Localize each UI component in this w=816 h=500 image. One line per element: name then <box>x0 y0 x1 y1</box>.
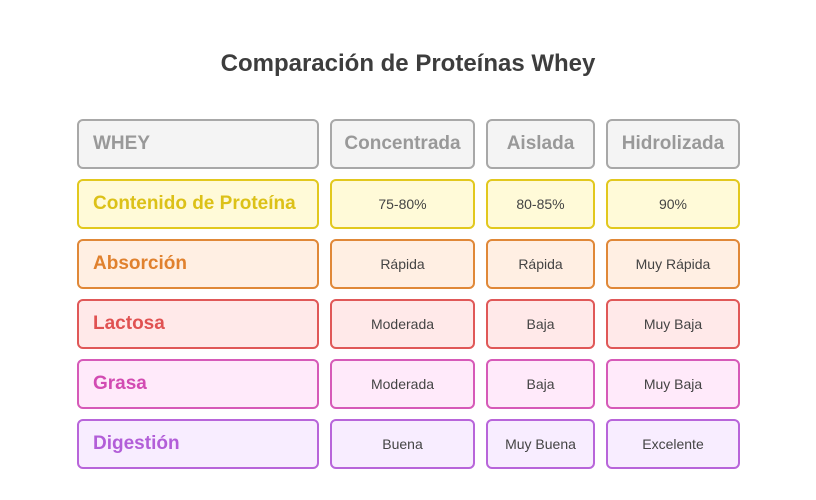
header-aislada-cell: Aislada <box>486 119 595 169</box>
value-hidrolizada-contenido-de-proteina: 90% <box>606 179 740 229</box>
value-concentrada-digestion: Buena <box>330 419 475 469</box>
header-label-cell: WHEY <box>77 119 319 169</box>
value-concentrada-absorcion: Rápida <box>330 239 475 289</box>
value-aislada-digestion: Muy Buena <box>486 419 595 469</box>
value-hidrolizada-absorcion: Muy Rápida <box>606 239 740 289</box>
header-concentrada-cell: Concentrada <box>330 119 475 169</box>
row-label-contenido-de-proteina: Contenido de Proteína <box>77 179 319 229</box>
row-label-grasa: Grasa <box>77 359 319 409</box>
row-label-lactosa: Lactosa <box>77 299 319 349</box>
value-concentrada-lactosa: Moderada <box>330 299 475 349</box>
value-concentrada-grasa: Moderada <box>330 359 475 409</box>
value-hidrolizada-grasa: Muy Baja <box>606 359 740 409</box>
row-label-digestion: Digestión <box>77 419 319 469</box>
value-aislada-lactosa: Baja <box>486 299 595 349</box>
page-title: Comparación de Proteínas Whey <box>220 50 596 77</box>
row-label-absorcion: Absorción <box>77 239 319 289</box>
value-hidrolizada-digestion: Excelente <box>606 419 740 469</box>
comparison-table: WHEY Concentrada Aislada Hidrolizada Con… <box>77 119 740 469</box>
value-aislada-grasa: Baja <box>486 359 595 409</box>
value-concentrada-contenido-de-proteina: 75-80% <box>330 179 475 229</box>
value-aislada-contenido-de-proteina: 80-85% <box>486 179 595 229</box>
value-hidrolizada-lactosa: Muy Baja <box>606 299 740 349</box>
value-aislada-absorcion: Rápida <box>486 239 595 289</box>
header-hidrolizada-cell: Hidrolizada <box>606 119 740 169</box>
